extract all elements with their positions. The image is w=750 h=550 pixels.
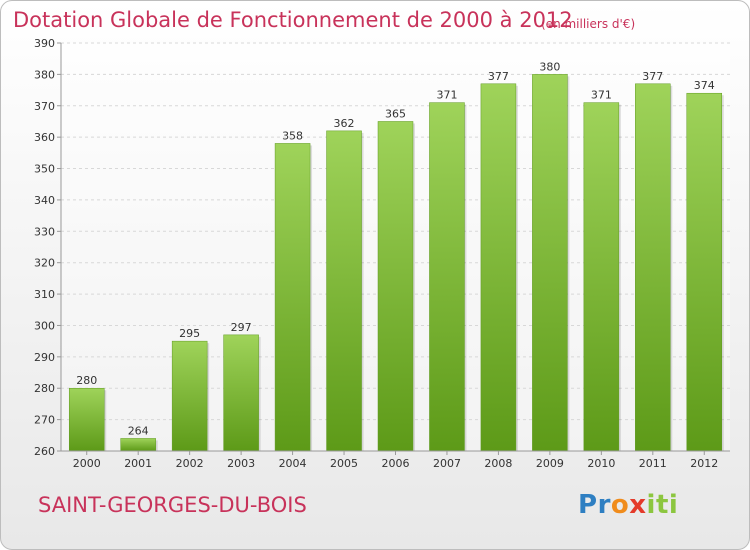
bar-value-label-2012: 374: [694, 79, 715, 92]
bar-value-label-2005: 362: [334, 117, 355, 130]
y-tick-label: 300: [34, 319, 55, 332]
x-tick-label-2006: 2006: [382, 457, 410, 470]
logo-letter: i: [668, 490, 679, 520]
bar-2008: [480, 83, 517, 452]
y-tick-label: 270: [34, 414, 55, 427]
bar-value-label-2003: 297: [231, 321, 252, 334]
y-tick-label: 390: [34, 37, 55, 50]
bar-labels: 280 264 295 297 358 362 365 371 377 380 371 377 374: [76, 60, 715, 437]
x-tick-label-2007: 2007: [433, 457, 461, 470]
bar-value-label-2011: 377: [642, 70, 663, 83]
bar-2010: [583, 102, 620, 452]
x-tick-label-2001: 2001: [124, 457, 152, 470]
bar-value-label-2010: 371: [591, 89, 612, 102]
bar-value-label-2009: 380: [539, 60, 560, 73]
y-tick-label: 280: [34, 382, 55, 395]
bar-2002: [171, 340, 208, 452]
chart-title: Dotation Globale de Fonctionnement de 20…: [13, 8, 573, 32]
x-tick-label-2012: 2012: [690, 457, 718, 470]
commune-name: SAINT-GEORGES-DU-BOIS: [38, 493, 307, 517]
y-tick-label: 370: [34, 100, 55, 113]
bar-value-label-2004: 358: [282, 129, 303, 142]
bar-value-label-2002: 295: [179, 327, 200, 340]
proxiti-logo: Proxiti: [578, 490, 678, 520]
logo-letter: x: [629, 490, 647, 520]
y-tick-label: 340: [34, 194, 55, 207]
y-tick-label: 320: [34, 257, 55, 270]
x-tick-label-2009: 2009: [536, 457, 564, 470]
bar-2004: [274, 143, 311, 452]
bar-2001: [120, 438, 156, 452]
bar-value-label-2007: 371: [436, 89, 457, 102]
bar-2000: [68, 387, 105, 452]
x-tick-label-2003: 2003: [227, 457, 255, 470]
x-tick-label-2002: 2002: [176, 457, 204, 470]
x-tick-label-2010: 2010: [587, 457, 615, 470]
y-tick-label: 330: [34, 225, 55, 238]
y-tick-label: 290: [34, 351, 55, 364]
bar-2009: [532, 74, 568, 452]
bar-2005: [326, 130, 362, 452]
x-tick-label-2011: 2011: [639, 457, 667, 470]
bar-value-label-2000: 280: [76, 374, 97, 387]
x-tick-label-2004: 2004: [279, 457, 307, 470]
y-tick-label: 360: [34, 131, 55, 144]
y-tick-label: 350: [34, 163, 55, 176]
bar-2011: [635, 83, 671, 452]
x-axis: 2000 2001 2002 2003 2004 2005 2006 2007 2008 2009…: [61, 450, 730, 470]
x-tick-label-2008: 2008: [484, 457, 512, 470]
logo-letter: i: [646, 490, 656, 520]
bar-value-label-2001: 264: [128, 424, 149, 437]
x-tick-label-2005: 2005: [330, 457, 358, 470]
bar-2012: [686, 92, 723, 452]
bars: [68, 74, 724, 452]
bar-value-label-2006: 365: [385, 107, 406, 120]
y-tick-label: 380: [34, 68, 55, 81]
y-tick-label: 310: [34, 288, 55, 301]
y-tick-label: 260: [34, 445, 55, 458]
logo-letter: o: [610, 490, 630, 520]
bar-2007: [429, 102, 465, 452]
logo-letter: r: [597, 490, 611, 520]
bar-2006: [377, 121, 414, 452]
logo-letter: t: [655, 490, 669, 520]
x-tick-label-2000: 2000: [73, 457, 101, 470]
y-axis: 260 270 280 290 300 310 320 330 340 350 360 370 380 3…: [34, 37, 62, 458]
bar-2003: [223, 334, 259, 452]
chart-subtitle: (en milliers d'€): [541, 17, 636, 31]
logo-letter: P: [578, 490, 598, 520]
bar-value-label-2008: 377: [488, 70, 509, 83]
